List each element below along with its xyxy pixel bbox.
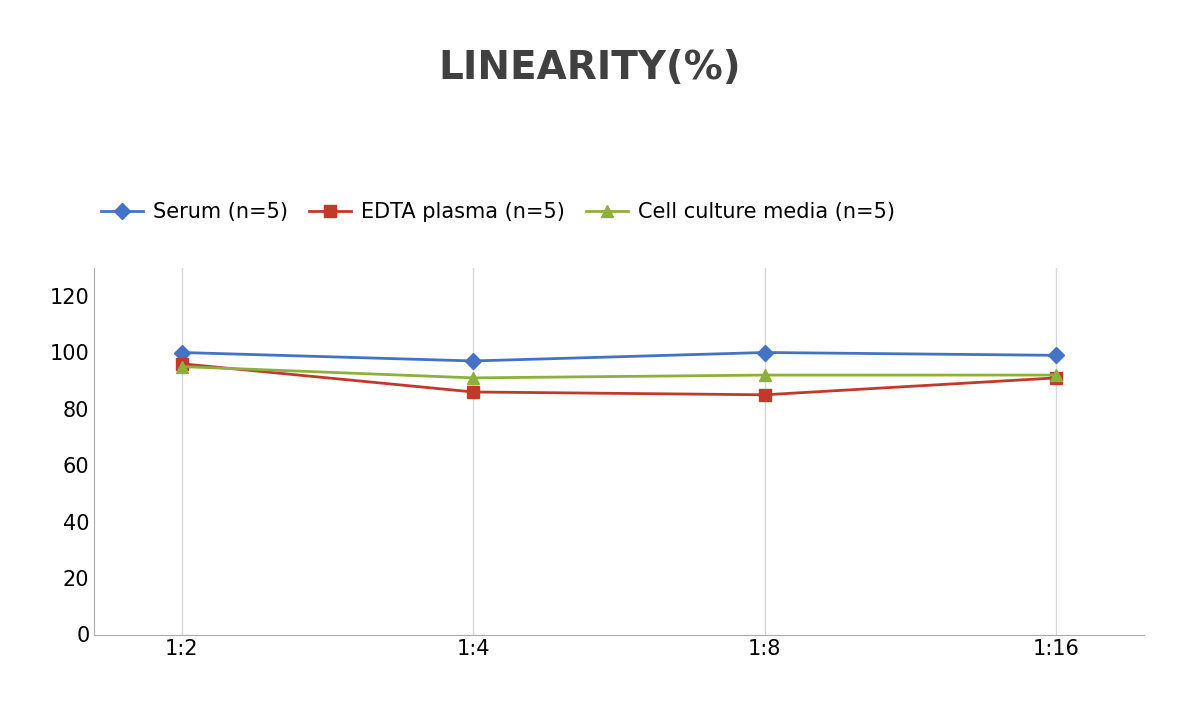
Cell culture media (n=5) [1049,371,1063,379]
EDTA plasma (n=5) [758,391,772,399]
Line: EDTA plasma (n=5): EDTA plasma (n=5) [176,358,1062,400]
Line: Cell culture media (n=5): Cell culture media (n=5) [176,361,1062,384]
Serum (n=5) [1049,351,1063,360]
Serum (n=5) [758,348,772,357]
Cell culture media (n=5) [466,374,480,382]
Serum (n=5) [174,348,189,357]
Legend: Serum (n=5), EDTA plasma (n=5), Cell culture media (n=5): Serum (n=5), EDTA plasma (n=5), Cell cul… [93,194,903,231]
Cell culture media (n=5) [174,362,189,371]
Cell culture media (n=5) [758,371,772,379]
Line: Serum (n=5): Serum (n=5) [176,347,1062,367]
EDTA plasma (n=5) [466,388,480,396]
EDTA plasma (n=5) [174,360,189,368]
EDTA plasma (n=5) [1049,374,1063,382]
Serum (n=5) [466,357,480,365]
Text: LINEARITY(%): LINEARITY(%) [439,49,740,87]
